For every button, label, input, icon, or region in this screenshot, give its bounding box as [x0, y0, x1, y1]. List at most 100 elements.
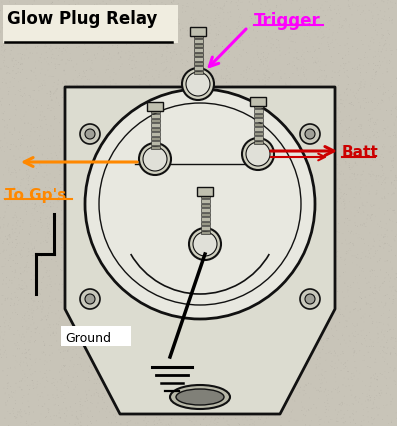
Point [94, 51, 100, 58]
Point [371, 415, 378, 422]
Point [186, 98, 192, 105]
Point [286, 284, 292, 291]
Point [385, 124, 391, 131]
Point [384, 69, 390, 76]
Point [304, 338, 311, 345]
Point [174, 329, 180, 336]
Point [7, 234, 13, 241]
Point [49, 3, 56, 9]
Point [357, 306, 364, 313]
Point [385, 201, 391, 207]
Point [120, 393, 126, 400]
Point [55, 263, 61, 270]
Point [367, 117, 374, 124]
Point [81, 40, 88, 47]
Point [239, 351, 245, 358]
Point [135, 127, 141, 133]
Point [190, 12, 196, 19]
Point [368, 173, 374, 180]
Point [317, 421, 323, 426]
Point [237, 187, 243, 194]
Point [360, 265, 366, 272]
Point [133, 0, 139, 6]
Point [124, 296, 131, 303]
Point [222, 177, 229, 184]
Point [145, 347, 151, 354]
Point [350, 345, 357, 352]
Point [367, 213, 373, 220]
Point [87, 246, 93, 253]
Point [235, 157, 242, 164]
Point [294, 0, 301, 4]
Point [287, 146, 293, 153]
Point [187, 248, 193, 254]
Point [354, 133, 360, 140]
Point [382, 233, 388, 240]
Point [278, 238, 285, 245]
Point [331, 239, 338, 245]
Point [268, 154, 274, 161]
Point [6, 0, 13, 6]
Point [189, 103, 195, 109]
Point [320, 130, 327, 137]
Point [165, 104, 172, 111]
Point [273, 30, 279, 37]
Point [35, 17, 42, 24]
Point [78, 413, 85, 420]
Point [301, 412, 307, 418]
Point [47, 367, 53, 374]
Point [118, 221, 124, 228]
Point [76, 161, 82, 168]
Point [23, 158, 29, 164]
Point [344, 401, 350, 408]
Point [59, 221, 66, 228]
Point [232, 296, 239, 302]
Point [176, 387, 183, 394]
Point [7, 324, 13, 331]
Point [356, 285, 362, 292]
Point [382, 0, 389, 3]
Point [132, 318, 139, 325]
Point [154, 314, 160, 320]
Point [35, 12, 42, 18]
Point [351, 299, 357, 305]
Point [293, 339, 299, 346]
Point [13, 341, 19, 348]
Point [23, 176, 29, 183]
Point [200, 323, 206, 330]
Point [352, 141, 358, 148]
Point [202, 228, 209, 235]
Point [22, 311, 28, 317]
Point [163, 355, 170, 362]
Point [59, 406, 66, 412]
Point [135, 282, 141, 289]
Point [222, 274, 228, 281]
Point [183, 108, 189, 115]
Point [224, 230, 231, 237]
Point [202, 397, 209, 404]
Point [138, 276, 144, 283]
Point [298, 14, 304, 21]
Point [89, 214, 96, 221]
Point [315, 135, 322, 142]
Point [349, 330, 355, 337]
Point [171, 211, 177, 218]
Point [325, 284, 331, 291]
Point [284, 159, 290, 166]
Point [119, 113, 125, 120]
Point [353, 254, 359, 261]
Point [82, 20, 88, 26]
Point [0, 172, 7, 179]
Point [226, 343, 232, 350]
Point [326, 157, 332, 164]
Point [168, 101, 175, 108]
Point [96, 171, 102, 178]
Point [312, 245, 319, 251]
Point [108, 348, 115, 355]
Point [104, 101, 110, 108]
Point [322, 110, 328, 117]
Point [225, 421, 231, 426]
Point [269, 36, 275, 43]
Point [32, 204, 39, 211]
Point [367, 116, 374, 123]
